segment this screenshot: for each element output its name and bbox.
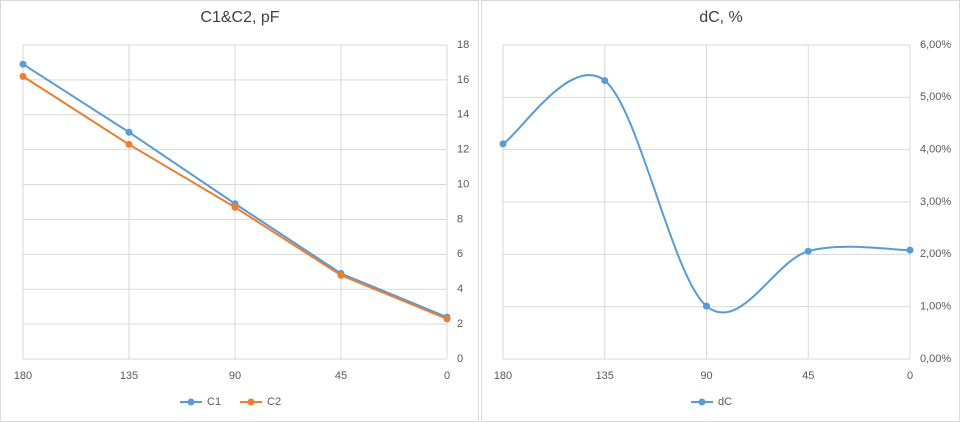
legend-marker bbox=[698, 398, 706, 406]
y-tick-label: 10 bbox=[457, 178, 469, 190]
y-tick-label: 12 bbox=[457, 144, 469, 156]
y-tick-label: 2,00% bbox=[920, 248, 951, 260]
x-tick-label: 45 bbox=[802, 370, 814, 382]
y-tick-label: 6 bbox=[457, 248, 463, 260]
legend-label: C1 bbox=[207, 396, 221, 408]
data-point bbox=[703, 302, 710, 310]
x-tick-label: 180 bbox=[14, 370, 32, 382]
data-point bbox=[125, 140, 133, 148]
y-tick-label: 5,00% bbox=[920, 91, 951, 103]
data-point bbox=[231, 203, 239, 211]
y-tick-label: 0,00% bbox=[920, 353, 951, 365]
y-tick-label: 0 bbox=[457, 353, 463, 365]
data-point bbox=[19, 60, 27, 68]
x-tick-label: 45 bbox=[335, 370, 347, 382]
legend-marker bbox=[247, 398, 255, 406]
x-tick-label: 0 bbox=[444, 370, 450, 382]
y-tick-label: 18 bbox=[457, 39, 469, 51]
legend-label: dC bbox=[718, 396, 732, 408]
y-tick-label: 8 bbox=[457, 213, 463, 225]
data-point bbox=[337, 271, 345, 279]
data-point bbox=[499, 140, 507, 148]
y-tick-label: 6,00% bbox=[920, 39, 951, 51]
x-tick-label: 135 bbox=[120, 370, 138, 382]
series-line bbox=[502, 74, 911, 314]
chart-title: dC, % bbox=[699, 9, 743, 26]
data-point bbox=[443, 315, 451, 323]
y-tick-label: 16 bbox=[457, 74, 469, 86]
y-tick-label: 2 bbox=[457, 318, 463, 330]
x-tick-label: 0 bbox=[907, 370, 913, 382]
chart-title: C1&C2, pF bbox=[200, 9, 279, 26]
data-point bbox=[601, 77, 609, 85]
data-point bbox=[19, 72, 27, 80]
y-tick-label: 1,00% bbox=[920, 301, 951, 313]
x-tick-label: 135 bbox=[596, 370, 614, 382]
y-tick-label: 4,00% bbox=[920, 144, 951, 156]
chart-frame bbox=[481, 0, 960, 422]
y-tick-label: 14 bbox=[457, 109, 469, 121]
legend-marker bbox=[187, 398, 195, 406]
data-point bbox=[906, 246, 914, 254]
y-tick-label: 3,00% bbox=[920, 196, 951, 208]
data-point bbox=[804, 247, 812, 255]
x-tick-label: 180 bbox=[494, 370, 512, 382]
data-point bbox=[125, 128, 133, 136]
x-tick-label: 90 bbox=[700, 370, 712, 382]
legend-label: C2 bbox=[267, 396, 281, 408]
y-tick-label: 4 bbox=[457, 283, 463, 295]
x-tick-label: 90 bbox=[229, 370, 241, 382]
